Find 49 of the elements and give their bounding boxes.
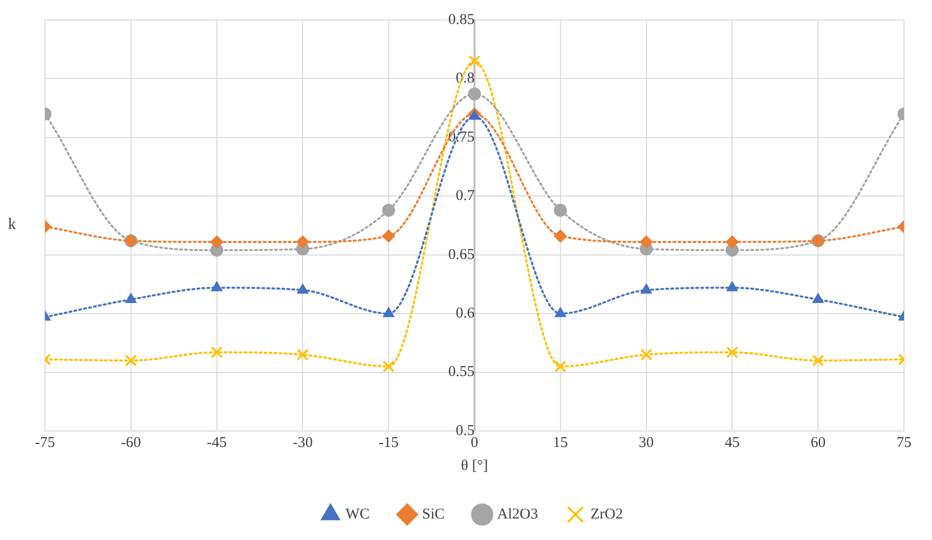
x-tick-label: 15 (552, 434, 568, 451)
x-tick-label: 0 (470, 434, 478, 451)
point (382, 360, 395, 372)
x-tick-label: 60 (810, 434, 826, 451)
x-tick-label: 30 (638, 434, 654, 451)
y-tick-label: 0.7 (456, 188, 475, 204)
legend-label: WC (346, 506, 370, 522)
x-tick-label: -30 (292, 434, 313, 451)
y-tick-label: 0.85 (448, 12, 474, 28)
y-tick-label: 0.65 (448, 246, 474, 263)
x-tick-label: -15 (378, 434, 399, 451)
point (726, 346, 738, 358)
y-tick-label: 0.55 (448, 364, 474, 380)
point (382, 204, 396, 217)
point (726, 281, 738, 292)
point (640, 284, 652, 294)
point (210, 235, 224, 248)
x-tick-label: -60 (120, 434, 141, 451)
point (124, 354, 137, 366)
y-tick-label: 0.6 (456, 306, 475, 322)
point (640, 235, 653, 248)
legend-label: ZrO2 (590, 506, 624, 522)
point (382, 230, 396, 243)
x-tick-label: 75 (896, 434, 912, 451)
point (297, 284, 308, 294)
x-axis-title: θ [°] (461, 458, 488, 474)
point (468, 110, 480, 120)
point (812, 354, 824, 366)
point (296, 235, 310, 248)
legend-label: SiC (422, 506, 445, 522)
point (382, 307, 394, 318)
point (554, 204, 567, 217)
point (210, 346, 223, 358)
point (554, 307, 566, 318)
point (468, 55, 480, 68)
point (211, 281, 222, 292)
point (726, 235, 739, 248)
point (554, 360, 566, 372)
point (812, 292, 824, 303)
point (554, 230, 567, 243)
point (125, 292, 137, 303)
x-tick-label: -75 (35, 434, 55, 451)
point (468, 87, 481, 100)
x-tick-label: 45 (724, 434, 740, 451)
point (296, 348, 309, 361)
y-axis-title: k (8, 216, 17, 234)
legend-label: Al2O3 (497, 506, 538, 522)
x-tick-label: -45 (206, 434, 227, 451)
point (640, 348, 652, 361)
